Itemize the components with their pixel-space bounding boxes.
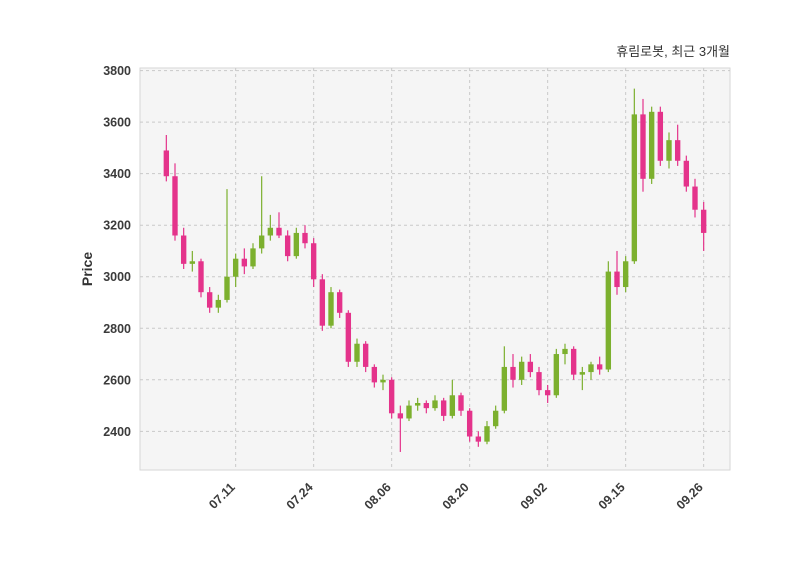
candle-body bbox=[267, 227, 274, 236]
y-tick-label: 2600 bbox=[103, 373, 131, 387]
candle-body bbox=[302, 232, 308, 244]
candle-body bbox=[163, 150, 170, 177]
candle-body bbox=[198, 261, 204, 293]
x-tick-label: 08.20 bbox=[440, 480, 472, 512]
candle-body bbox=[380, 379, 386, 383]
chart-title: 휴림로봇, 최근 3개월 bbox=[616, 44, 730, 59]
candle-body bbox=[232, 258, 239, 277]
candle-body bbox=[440, 400, 447, 416]
candle-body bbox=[518, 361, 525, 380]
candle-body bbox=[666, 140, 672, 161]
candle-body bbox=[215, 299, 222, 308]
candle-body bbox=[614, 271, 620, 288]
candle-body bbox=[449, 395, 456, 416]
candle-body bbox=[510, 366, 516, 380]
candle-body bbox=[206, 292, 213, 308]
candle-body bbox=[224, 276, 230, 300]
candle-body bbox=[284, 235, 291, 257]
candle-body bbox=[362, 343, 369, 367]
candle-body bbox=[536, 372, 542, 391]
y-tick-label: 2400 bbox=[103, 425, 131, 439]
candle-body bbox=[406, 405, 412, 419]
candle-body bbox=[250, 248, 256, 267]
y-tick-label: 3800 bbox=[103, 64, 131, 78]
candle-body bbox=[692, 186, 698, 210]
x-tick-label: 09.15 bbox=[596, 480, 628, 512]
candle-body bbox=[527, 361, 534, 373]
candle-body bbox=[328, 292, 334, 326]
candle-body bbox=[631, 114, 638, 262]
candle-body bbox=[189, 261, 196, 264]
candle-body bbox=[553, 354, 560, 396]
y-tick-label: 2800 bbox=[103, 322, 131, 336]
candle-body bbox=[475, 436, 482, 442]
candle-body bbox=[354, 343, 360, 362]
candle-body bbox=[258, 235, 265, 249]
candle-body bbox=[345, 312, 352, 362]
y-tick-label: 3400 bbox=[103, 167, 131, 181]
candle-body bbox=[570, 348, 577, 375]
candle-body bbox=[579, 372, 586, 375]
candle-body bbox=[605, 271, 612, 370]
x-tick-label: 07.11 bbox=[206, 480, 238, 512]
candle-body bbox=[700, 209, 707, 233]
candle-body bbox=[319, 279, 326, 326]
candle-body bbox=[371, 366, 378, 383]
candle-body bbox=[423, 403, 430, 409]
x-tick-label: 09.02 bbox=[518, 480, 550, 512]
chart-plot-area: 3800 3600 3400 3200 3000 2800 2600 2400 07.11 07.… bbox=[103, 64, 731, 512]
y-tick-label: 3000 bbox=[103, 270, 131, 284]
candle-body bbox=[458, 395, 464, 411]
candle-body bbox=[622, 261, 629, 288]
y-axis-title: Price bbox=[79, 252, 95, 286]
x-tick-label: 09.26 bbox=[674, 480, 706, 512]
candle-body bbox=[657, 111, 664, 161]
candle-body bbox=[562, 348, 568, 355]
candle-body bbox=[492, 410, 499, 427]
candle-body bbox=[432, 400, 438, 409]
candle-body bbox=[276, 227, 282, 236]
candle-body bbox=[466, 410, 473, 437]
candle-body bbox=[683, 160, 690, 187]
candle-body bbox=[414, 403, 421, 406]
candle-body bbox=[501, 366, 508, 411]
x-tick-label: 08.06 bbox=[362, 480, 394, 512]
y-tick-label: 3200 bbox=[103, 219, 131, 233]
candle-body bbox=[588, 364, 594, 373]
candle-body bbox=[293, 232, 300, 257]
candle-body bbox=[544, 390, 551, 396]
candle-body bbox=[172, 176, 178, 236]
x-tick-label: 07.24 bbox=[284, 480, 316, 512]
candle-body bbox=[388, 379, 395, 414]
candle-body bbox=[640, 114, 646, 179]
candle-body bbox=[648, 111, 655, 179]
candle-body bbox=[484, 426, 490, 442]
candle-body bbox=[180, 235, 187, 264]
candle-body bbox=[674, 140, 681, 161]
candle-body bbox=[336, 292, 343, 313]
candle-body bbox=[596, 364, 603, 370]
candle-body bbox=[241, 258, 248, 267]
candle-body bbox=[310, 243, 317, 280]
y-tick-label: 3600 bbox=[103, 116, 131, 130]
candle-body bbox=[397, 413, 404, 419]
